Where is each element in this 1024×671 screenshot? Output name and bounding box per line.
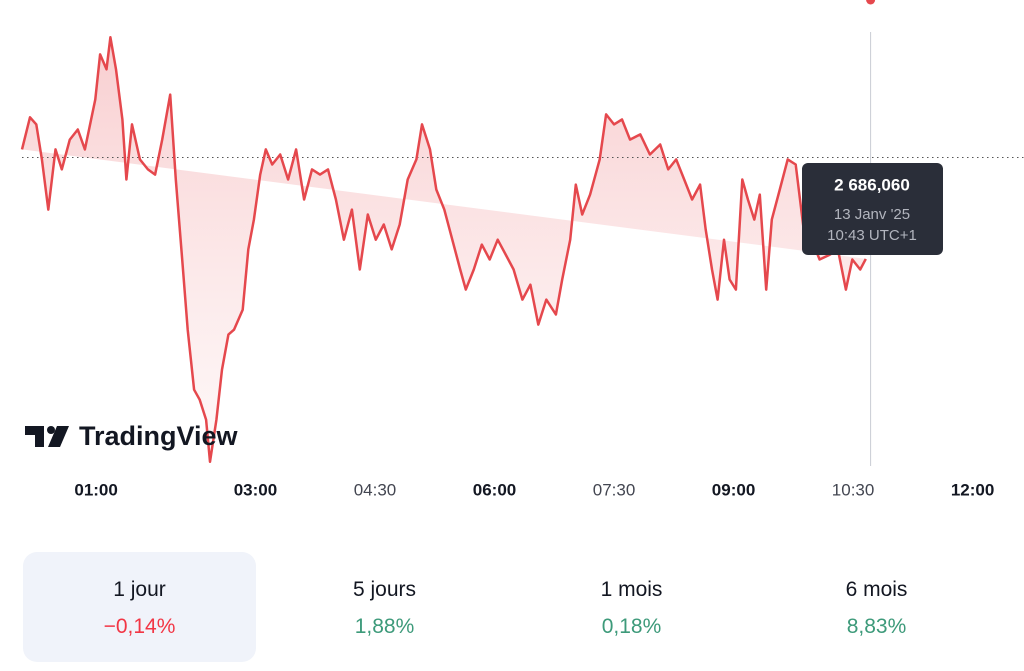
period-change: 1,88% — [354, 615, 415, 638]
x-tick-label: 12:00 — [951, 480, 994, 499]
x-tick-label: 01:00 — [74, 480, 117, 499]
period-label: 5 jours — [352, 578, 417, 601]
tooltip: 2 686,060 13 Janv '25 10:43 UTC+1 — [802, 163, 943, 255]
logo-icon — [25, 426, 44, 447]
x-tick-label: 10:30 — [832, 480, 875, 499]
tooltip-box — [802, 163, 943, 255]
period-tab[interactable]: 1 jour −0,14% — [23, 552, 256, 662]
logo-text: TradingView — [79, 421, 239, 451]
period-label: 1 mois — [600, 578, 663, 601]
tooltip-time: 10:43 UTC+1 — [827, 227, 917, 244]
x-tick-label: 03:00 — [234, 480, 277, 499]
chart: TradingView 01:00 03:00 04:30 06:00 07:30 09:… — [20, 0, 1024, 499]
logo: TradingView — [25, 421, 239, 451]
x-tick-label: 07:30 — [593, 480, 636, 499]
x-tick-label: 09:00 — [712, 480, 755, 499]
period-label: 1 jour — [113, 578, 166, 601]
hover-dot — [866, 0, 876, 5]
x-tick-label: 06:00 — [473, 480, 516, 499]
period-change: 8,83% — [846, 615, 907, 638]
period-tab[interactable]: 6 mois 8,83% — [760, 552, 993, 662]
area — [22, 37, 866, 462]
period-label: 6 mois — [845, 578, 908, 601]
tooltip-date: 13 Janv '25 — [834, 206, 910, 223]
period-tab[interactable]: 5 jours 1,88% — [268, 552, 501, 662]
logo-icon — [48, 426, 69, 447]
tooltip-value: 2 686,060 — [834, 175, 910, 194]
period-change: −0,14% — [103, 615, 176, 638]
period-change: 0,18% — [601, 615, 662, 638]
line — [20, 36, 867, 464]
period-tab[interactable]: 1 mois 0,18% — [515, 552, 748, 662]
x-tick-label: 04:30 — [354, 480, 397, 499]
logo-icon — [47, 426, 55, 434]
